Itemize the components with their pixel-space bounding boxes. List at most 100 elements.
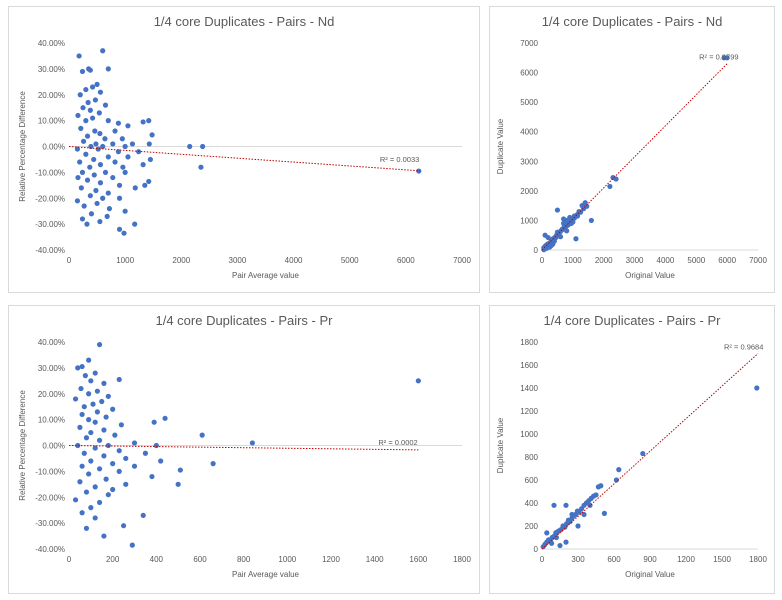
data-point — [122, 143, 128, 150]
y-axis-label: Duplicate Value — [496, 118, 505, 174]
data-point — [110, 461, 116, 467]
data-point — [200, 143, 206, 150]
data-point — [249, 440, 255, 446]
data-point — [97, 218, 103, 225]
x-tick-label: 3000 — [229, 256, 247, 265]
data-point — [557, 542, 563, 549]
data-point — [105, 190, 111, 196]
data-point — [104, 213, 110, 219]
data-point — [177, 467, 183, 473]
chart-title: 1/4 core Duplicates - Pairs - Pr — [543, 313, 721, 328]
data-point — [81, 404, 87, 410]
data-point — [92, 128, 98, 134]
x-axis-label: Pair Average value — [232, 271, 300, 280]
y-tick-label: 5000 — [520, 98, 538, 107]
data-point — [78, 125, 84, 131]
data-point — [74, 198, 81, 204]
data-point — [77, 424, 83, 430]
data-point — [147, 156, 154, 163]
data-point — [87, 164, 93, 170]
data-point — [92, 370, 98, 376]
x-tick-label: 400 — [150, 555, 164, 564]
r-squared-label: R² = 0.9799 — [699, 53, 738, 62]
data-point — [549, 540, 555, 546]
data-point — [415, 378, 421, 384]
x-axis-label: Original Value — [625, 271, 675, 280]
data-point — [91, 172, 97, 178]
x-tick-label: 800 — [237, 555, 251, 564]
data-point — [79, 463, 85, 469]
y-tick-label: 20.00% — [38, 390, 65, 399]
data-point — [588, 217, 594, 224]
data-point — [88, 378, 94, 384]
y-tick-label: -30.00% — [35, 220, 65, 229]
data-point — [87, 67, 93, 73]
data-point — [100, 195, 106, 201]
x-tick-label: 6000 — [718, 256, 736, 265]
y-tick-label: -20.00% — [35, 493, 65, 502]
data-point — [92, 419, 98, 425]
data-point — [97, 130, 103, 137]
data-point — [93, 187, 99, 194]
data-point — [576, 208, 582, 215]
data-point — [96, 466, 103, 472]
x-tick-label: 1600 — [409, 555, 427, 564]
data-point — [120, 523, 127, 529]
x-tick-label: 5000 — [687, 256, 705, 265]
data-point — [92, 515, 98, 521]
x-axis-label: Pair Average value — [232, 570, 300, 579]
data-point — [79, 169, 86, 175]
data-point — [112, 432, 118, 438]
data-point — [153, 442, 159, 449]
x-tick-label: 0 — [67, 256, 72, 265]
chart-pr-duplicate: 1/4 core Duplicates - Pairs - Pr 1800 1600… — [496, 313, 767, 579]
data-point — [83, 151, 89, 157]
data-point — [574, 213, 581, 219]
x-tick-label: 0 — [540, 256, 545, 265]
y-tick-label: 0 — [534, 545, 539, 554]
chart-panel-nd-duplicate: 1/4 core Duplicates - Pairs - Nd 7000 6000… — [489, 6, 775, 293]
r-squared-label: R² = 0.0033 — [380, 155, 419, 164]
y-tick-label: 0.00% — [42, 143, 65, 152]
data-point — [125, 154, 131, 160]
data-point — [613, 176, 619, 182]
y-tick-label: 1000 — [520, 216, 538, 225]
data-point — [123, 455, 129, 462]
data-point — [149, 132, 155, 138]
data-point — [76, 53, 82, 59]
data-point — [80, 105, 86, 111]
data-point — [101, 427, 107, 433]
data-point — [146, 118, 152, 124]
data-point — [132, 185, 138, 191]
data-point — [78, 385, 84, 392]
data-point — [575, 523, 581, 529]
y-tick-label: 3000 — [520, 157, 538, 166]
chart-panel-pr-rpd: 1/4 core Duplicates - Pairs - Pr 40.00% 30… — [8, 305, 480, 594]
data-point — [162, 415, 168, 421]
data-point — [83, 118, 89, 124]
data-point — [88, 211, 95, 217]
data-point — [110, 174, 116, 181]
data-point — [84, 133, 91, 139]
y-tick-label: 800 — [525, 453, 539, 462]
data-point — [198, 164, 204, 170]
data-point — [85, 99, 91, 106]
data-point — [102, 102, 109, 108]
x-tick-label: 0 — [540, 555, 545, 564]
x-tick-label: 5000 — [341, 256, 359, 265]
data-point — [79, 363, 85, 370]
x-tick-label: 1000 — [116, 256, 134, 265]
data-point — [96, 499, 103, 506]
data-point — [149, 473, 155, 480]
x-tick-label: 300 — [571, 555, 585, 564]
data-point — [607, 183, 613, 190]
data-point — [110, 486, 116, 493]
data-point — [106, 206, 113, 212]
data-point — [146, 178, 152, 185]
chart-pr-rpd: 1/4 core Duplicates - Pairs - Pr 40.00% 30… — [18, 313, 471, 579]
trendline — [541, 63, 728, 251]
x-tick-label: 6000 — [397, 256, 415, 265]
data-point — [116, 448, 122, 454]
data-point — [175, 481, 181, 487]
data-point — [86, 357, 92, 363]
